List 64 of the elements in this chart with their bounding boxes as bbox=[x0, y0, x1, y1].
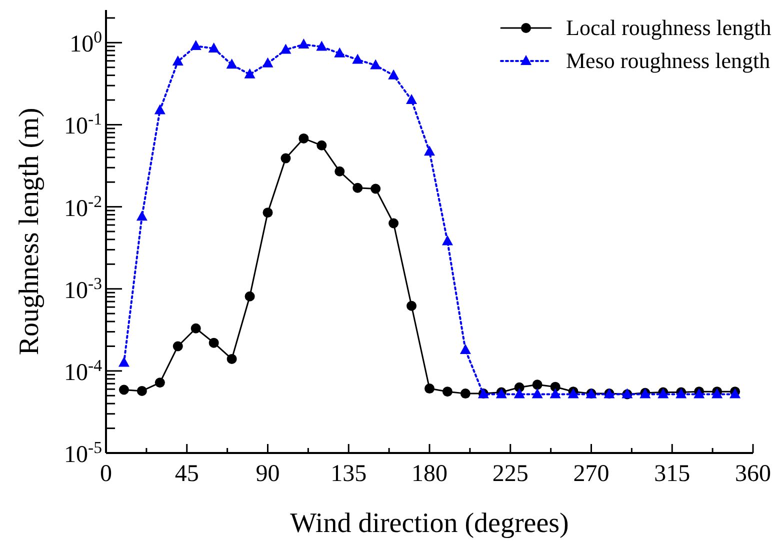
point bbox=[154, 104, 166, 114]
point bbox=[334, 166, 345, 176]
point bbox=[550, 382, 560, 392]
point bbox=[190, 323, 201, 334]
point bbox=[136, 386, 147, 396]
point bbox=[406, 300, 417, 311]
point bbox=[316, 140, 327, 150]
point bbox=[406, 94, 418, 104]
point bbox=[424, 384, 434, 394]
y-tick-label: 10$^{-5}$ bbox=[64, 438, 102, 468]
point bbox=[136, 210, 148, 221]
x-tick-label: 45 bbox=[174, 461, 199, 487]
point bbox=[388, 69, 400, 80]
x-tick-label: 270 bbox=[573, 461, 610, 487]
point bbox=[442, 386, 452, 397]
point bbox=[118, 384, 129, 395]
point bbox=[118, 356, 130, 367]
point bbox=[424, 146, 435, 156]
point bbox=[532, 388, 543, 398]
point bbox=[352, 54, 364, 64]
point bbox=[244, 68, 256, 78]
point bbox=[370, 59, 382, 70]
point bbox=[298, 38, 310, 48]
x-tick-label: 135 bbox=[330, 461, 367, 487]
y-tick-label: 10$^{-4}$ bbox=[64, 355, 103, 386]
point bbox=[244, 291, 255, 302]
y-tick-label: 10$^{-1}$ bbox=[64, 109, 102, 140]
legend-label: Meso roughness length bbox=[566, 48, 770, 73]
x-tick-label: 315 bbox=[654, 461, 690, 487]
point bbox=[226, 354, 237, 364]
point bbox=[190, 40, 202, 50]
point bbox=[532, 380, 542, 390]
point bbox=[208, 42, 220, 52]
x-tick-label: 180 bbox=[412, 461, 448, 487]
point bbox=[442, 235, 453, 246]
point bbox=[172, 341, 183, 352]
point bbox=[280, 153, 291, 164]
point bbox=[550, 388, 561, 398]
point bbox=[352, 182, 363, 193]
y-tick-label: 10$^{0}$ bbox=[70, 27, 102, 58]
point bbox=[298, 133, 309, 144]
y-tick-label: 10$^{-2}$ bbox=[64, 191, 102, 222]
x-tick-label: 0 bbox=[100, 461, 112, 487]
y-tick-label: 10$^{-3}$ bbox=[64, 273, 102, 304]
x-tick-label: 90 bbox=[256, 461, 280, 487]
point bbox=[154, 378, 165, 388]
point bbox=[208, 338, 219, 348]
point bbox=[316, 40, 328, 51]
point bbox=[388, 218, 399, 228]
point bbox=[262, 208, 273, 218]
point bbox=[514, 388, 525, 398]
point bbox=[226, 58, 238, 69]
y-axis-title: Roughness length (m) bbox=[14, 108, 45, 356]
point bbox=[334, 47, 346, 58]
x-tick-label: 360 bbox=[735, 461, 771, 487]
x-axis-title: Wind direction (degrees) bbox=[290, 508, 569, 539]
point bbox=[262, 57, 274, 68]
point bbox=[172, 55, 184, 66]
point bbox=[370, 184, 381, 194]
point bbox=[460, 344, 471, 354]
x-tick-label: 225 bbox=[492, 461, 528, 487]
legend-label: Local roughness length bbox=[566, 15, 772, 40]
point bbox=[280, 44, 292, 54]
point bbox=[460, 388, 470, 399]
